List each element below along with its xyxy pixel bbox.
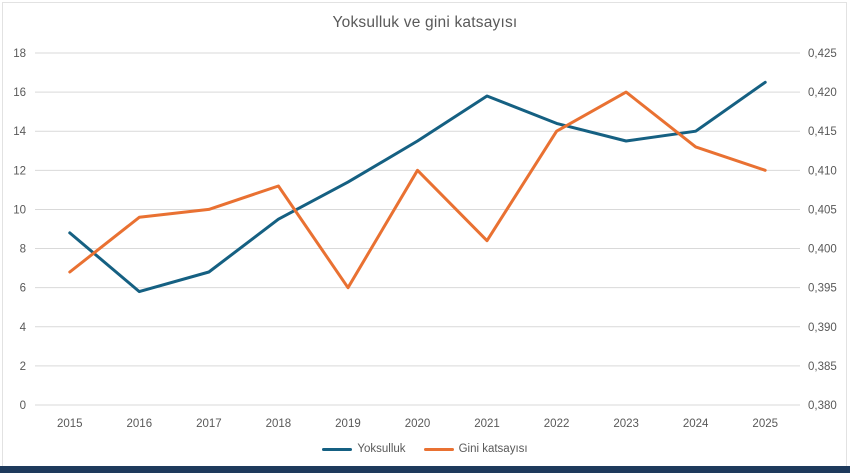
x-axis-tick-label: 2020	[405, 418, 431, 430]
right-axis-tick-label: 0,390	[808, 322, 837, 334]
window-bottom-edge	[0, 466, 850, 473]
left-axis-tick-label: 12	[13, 165, 26, 177]
x-axis-tick-label: 2016	[127, 418, 153, 430]
left-axis-tick-label: 10	[13, 204, 26, 216]
left-axis-tick-label: 4	[20, 322, 27, 334]
right-axis-tick-label: 0,425	[808, 48, 837, 60]
left-axis-tick-label: 16	[13, 87, 26, 99]
right-axis-tick-label: 0,420	[808, 87, 837, 99]
x-axis-tick-label: 2024	[683, 418, 709, 430]
left-axis-tick-label: 0	[20, 400, 26, 412]
right-axis-tick-label: 0,400	[808, 244, 837, 256]
legend-label-gini-katsayisi: Gini katsayısı	[458, 443, 528, 455]
series-line-gini-katsay-s-[interactable]	[68, 90, 767, 290]
left-axis-tick-label: 14	[13, 126, 26, 138]
right-axis-tick-label: 0,405	[808, 204, 837, 216]
right-axis-tick-label: 0,395	[808, 283, 837, 295]
left-axis-tick-label: 2	[20, 361, 26, 373]
x-axis-tick-label: 2015	[57, 418, 83, 430]
series-line-yoksulluk[interactable]	[68, 80, 767, 294]
x-axis-tick-label: 2025	[752, 418, 778, 430]
left-axis-tick-label: 6	[20, 283, 26, 295]
x-axis-tick-label: 2021	[474, 418, 500, 430]
x-axis-tick-label: 2023	[613, 418, 639, 430]
left-axis-tick-label: 18	[13, 48, 26, 60]
x-axis-tick-label: 2019	[335, 418, 361, 430]
legend-item-gini-katsayisi[interactable]: Gini katsayısı	[423, 443, 528, 455]
right-axis-tick-label: 0,410	[808, 165, 837, 177]
legend-line-swatch-gini-katsayisi	[423, 447, 454, 451]
chart-frame	[2, 2, 847, 466]
x-axis-tick-label: 2022	[544, 418, 570, 430]
chart-legend: Yoksulluk Gini katsayısı	[0, 443, 850, 455]
legend-item-yoksulluk[interactable]: Yoksulluk	[322, 443, 406, 455]
right-axis-tick-label: 0,385	[808, 361, 837, 373]
x-axis-tick-label: 2017	[196, 418, 222, 430]
chart-title: Yoksulluk ve gini katsayısı	[332, 14, 518, 31]
right-axis-tick-label: 0,415	[808, 126, 837, 138]
legend-line-swatch-yoksulluk	[322, 447, 353, 451]
legend-label-yoksulluk: Yoksulluk	[357, 443, 406, 455]
x-axis-tick-label: 2018	[266, 418, 292, 430]
left-axis-tick-label: 8	[20, 244, 26, 256]
right-axis-tick-label: 0,380	[808, 400, 837, 412]
